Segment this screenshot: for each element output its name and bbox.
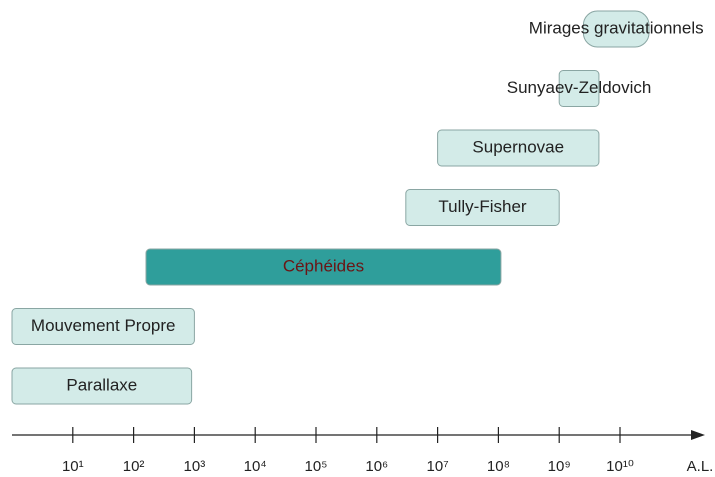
x-tick-label: 10⁶ <box>365 458 388 475</box>
x-tick-label: 10⁵ <box>305 458 328 475</box>
range-bar <box>405 189 560 226</box>
range-bar <box>437 129 600 167</box>
bar-label: Sunyaev-Zeldovich <box>507 78 652 97</box>
range-bar <box>582 10 650 48</box>
range-bar <box>11 367 193 405</box>
x-tick-label: 10³ <box>184 458 206 475</box>
bar-label: Mouvement Propre <box>31 316 176 335</box>
axis-arrow <box>691 430 705 440</box>
x-tick-label: 10⁹ <box>548 458 571 475</box>
x-tick-label: 10⁸ <box>487 458 510 475</box>
range-bar <box>145 248 502 286</box>
x-tick-label: 10¹⁰ <box>606 458 634 475</box>
bar-label: Supernovae <box>472 137 564 156</box>
bar-label: Tully-Fisher <box>438 197 526 216</box>
x-tick-label: 10⁷ <box>427 458 449 475</box>
x-tick-label: 10² <box>123 458 145 475</box>
x-axis-label: A.L. <box>687 458 714 475</box>
x-tick-label: 10¹ <box>62 458 84 475</box>
x-tick-label: 10⁴ <box>244 458 267 475</box>
bar-label: Parallaxe <box>66 375 137 394</box>
bar-label: Mirages gravitationnels <box>529 18 704 37</box>
bar-label: Céphéides <box>283 256 364 275</box>
range-bar <box>558 70 600 107</box>
range-bar <box>11 308 195 345</box>
